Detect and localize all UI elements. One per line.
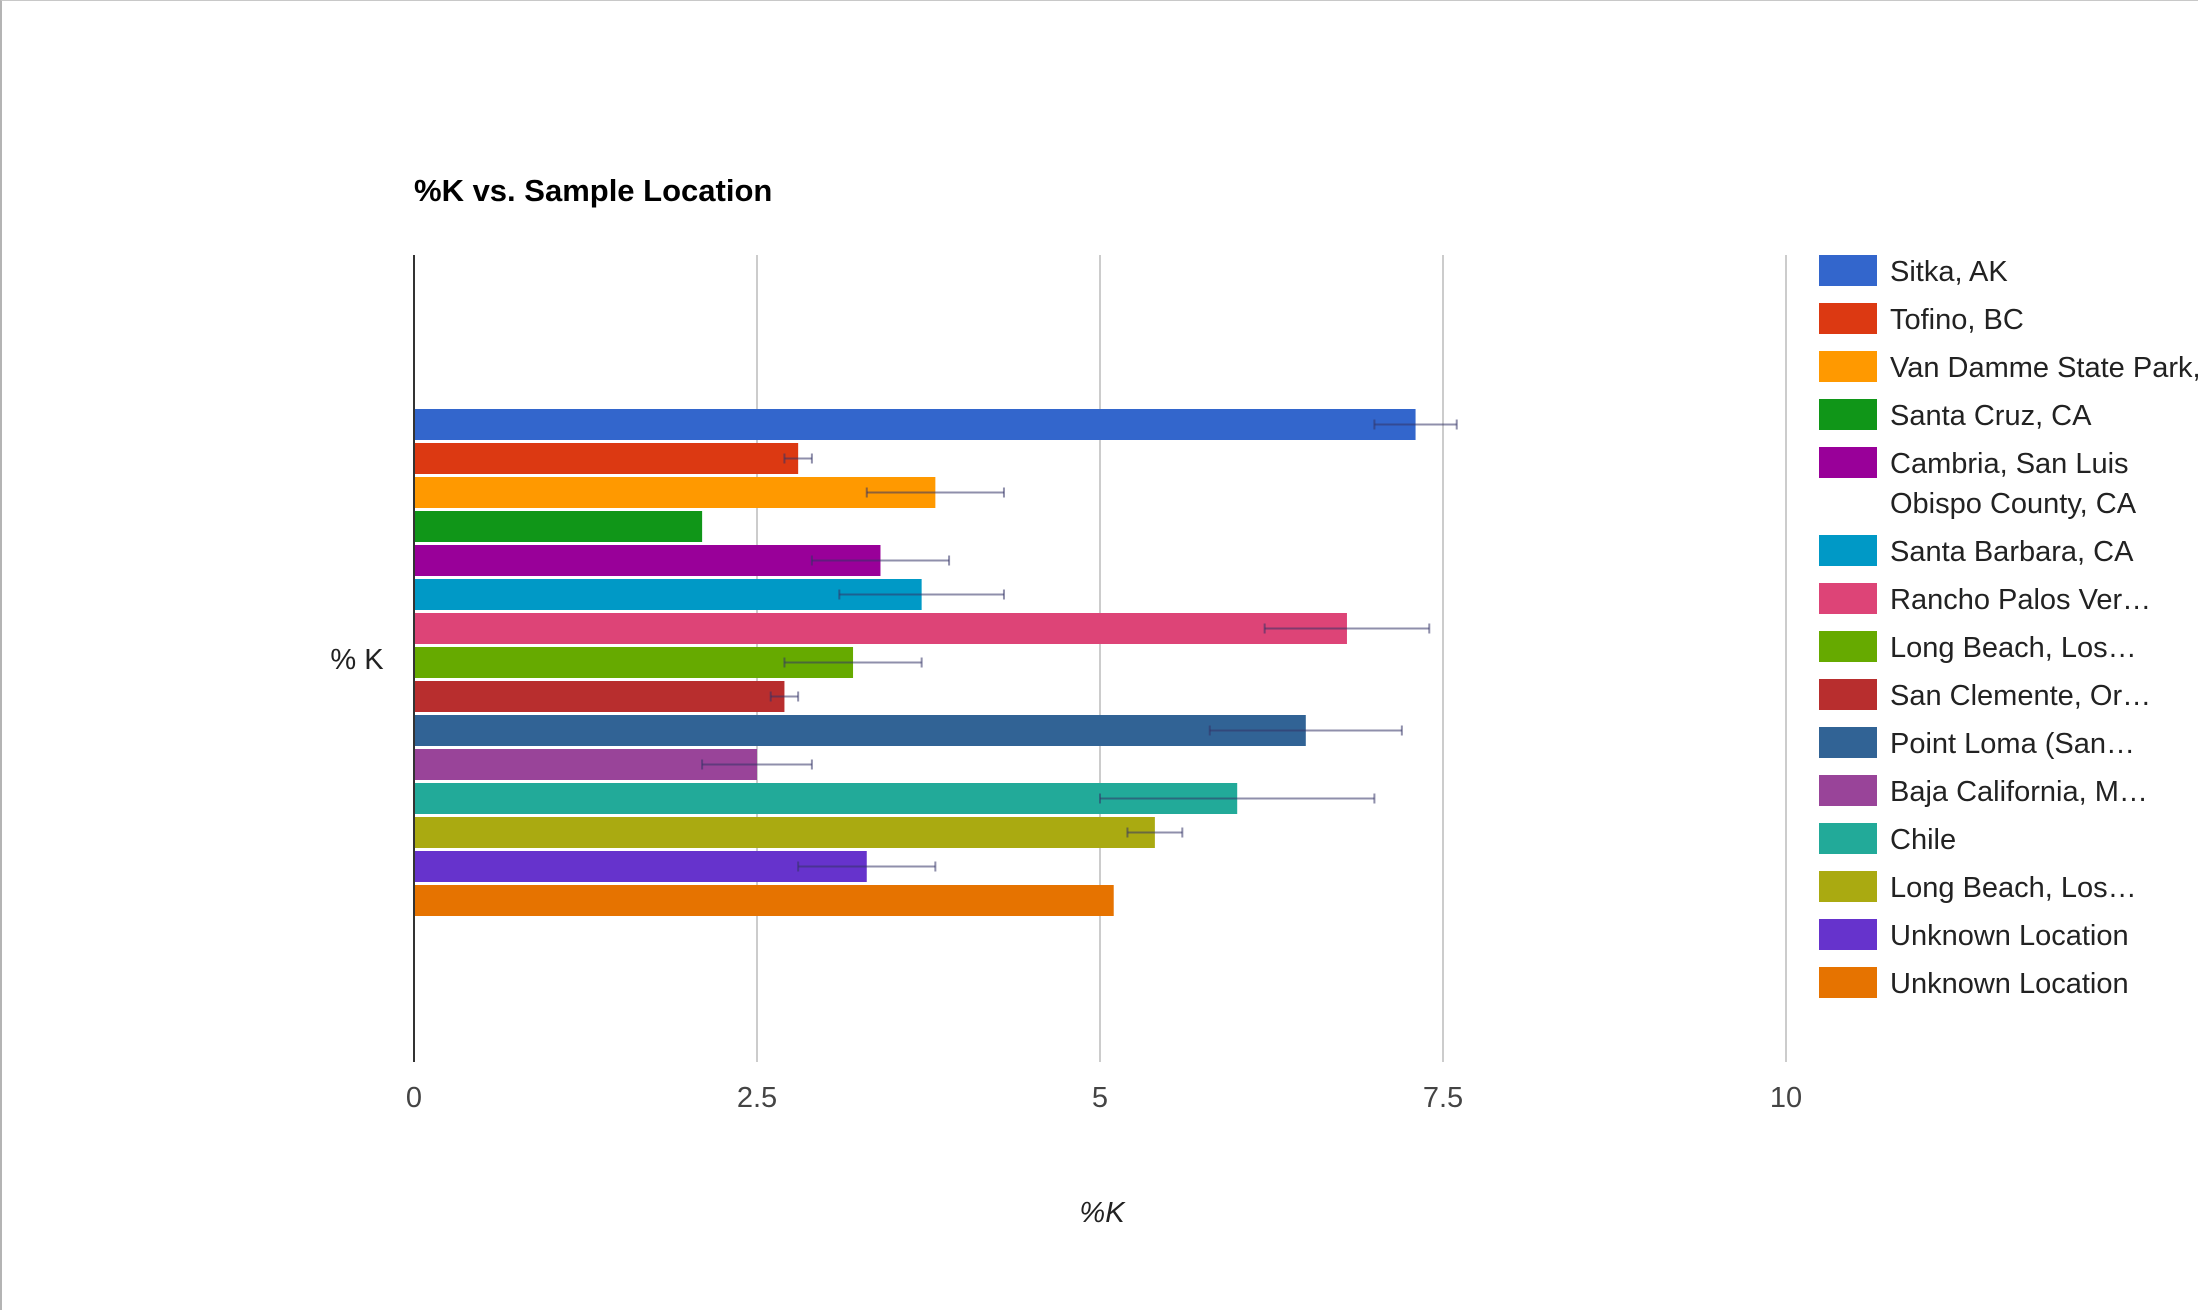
error-bar-13 [797,861,937,872]
legend-item-5: Santa Barbara, CA [1819,535,2134,568]
xticks-layer: 0 2.5 5 7.5 10 [406,1082,1802,1114]
legend-label-3: Santa Cruz, CA [1890,400,2092,432]
x-tick-label-1: 2.5 [737,1082,777,1114]
bar-2 [414,477,936,508]
legend-label-4-line-1: Obispo County, CA [1890,488,2137,520]
legend-label-6: Rancho Palos Ver… [1890,584,2151,616]
bar-12 [414,817,1155,848]
legend-swatch-13 [1819,919,1877,950]
legend-label-11: Chile [1890,824,1956,856]
bar-14 [414,885,1114,916]
error-bar-9 [1208,725,1403,736]
legend-label-8: San Clemente, Or… [1890,680,2151,712]
bar-0 [414,409,1416,440]
legend-swatch-9 [1819,727,1877,758]
bar-8 [414,681,785,712]
legend-swatch-0 [1819,255,1877,286]
bar-3 [414,511,703,542]
legend-swatch-5 [1819,535,1877,566]
legend-swatch-7 [1819,631,1877,662]
legend-swatch-6 [1819,583,1877,614]
error-bar-11 [1099,793,1376,804]
bar-9 [414,715,1306,746]
bars-layer [414,409,1416,916]
legend-item-7: Long Beach, Los… [1819,631,2137,664]
x-tick-label-3: 7.5 [1423,1082,1463,1114]
legend-item-8: San Clemente, Or… [1819,679,2151,712]
bar-7 [414,647,854,678]
error-bar-8 [769,691,800,702]
legend-swatch-3 [1819,399,1877,430]
bar-5 [414,579,922,610]
legend-label-7: Long Beach, Los… [1890,632,2137,664]
legend-label-12: Long Beach, Los… [1890,872,2137,904]
chart-title: %K vs. Sample Location [414,173,772,208]
legend-label-9: Point Loma (San… [1890,728,2135,760]
grid-layer [756,255,1787,1062]
bar-10 [414,749,757,780]
x-axis-title: %K [1079,1197,1126,1229]
legend-swatch-8 [1819,679,1877,710]
legend-swatch-4 [1819,447,1877,478]
legend: Sitka, AK Tofino, BC Van Damme State Park,… [1819,255,2198,1000]
legend-item-4: Cambria, San Luis Obispo County, CA [1819,447,2137,520]
x-tick-label-4: 10 [1770,1082,1802,1114]
legend-label-4-line-0: Cambria, San Luis [1890,448,2129,480]
legend-swatch-12 [1819,871,1877,902]
error-bar-5 [838,589,1005,600]
legend-swatch-10 [1819,775,1877,806]
legend-item-13: Unknown Location [1819,919,2129,952]
legend-swatch-1 [1819,303,1877,334]
error-bar-0 [1373,419,1458,430]
legend-label-0: Sitka, AK [1890,256,2008,288]
error-bar-7 [783,657,923,668]
legend-label-5: Santa Barbara, CA [1890,536,2134,568]
bar-13 [414,851,867,882]
legend-item-11: Chile [1819,823,1956,856]
x-tick-label-0: 0 [406,1082,422,1114]
legend-swatch-2 [1819,351,1877,382]
y-axis-title: % K [330,644,384,676]
legend-item-14: Unknown Location [1819,967,2129,1000]
legend-item-10: Baja California, M… [1819,775,2148,808]
error-bar-1 [783,453,813,464]
legend-item-9: Point Loma (San… [1819,727,2135,760]
error-bar-12 [1126,827,1184,838]
legend-item-2: Van Damme State Park, CA [1819,351,2198,384]
legend-label-10: Baja California, M… [1890,776,2148,808]
x-tick-label-2: 5 [1092,1082,1108,1114]
legend-label-2: Van Damme State Park, CA [1890,352,2198,384]
error-bar-4 [810,555,951,566]
legend-item-6: Rancho Palos Ver… [1819,583,2151,616]
legend-swatch-11 [1819,823,1877,854]
errors-layer [701,419,1458,872]
error-bar-2 [865,487,1005,498]
legend-label-1: Tofino, BC [1890,304,2024,336]
bar-1 [414,443,799,474]
legend-label-4: Cambria, San Luis Obispo County, CA [1890,448,2137,520]
bar-4 [414,545,881,576]
bar-6 [414,613,1347,644]
error-bar-10 [701,759,813,770]
legend-item-0: Sitka, AK [1819,255,2008,288]
legend-item-3: Santa Cruz, CA [1819,399,2092,432]
error-bar-6 [1263,623,1431,634]
legend-label-14: Unknown Location [1890,968,2129,1000]
legend-swatch-14 [1819,967,1877,998]
legend-label-13: Unknown Location [1890,920,2129,952]
legend-item-12: Long Beach, Los… [1819,871,2137,904]
legend-item-1: Tofino, BC [1819,303,2024,336]
